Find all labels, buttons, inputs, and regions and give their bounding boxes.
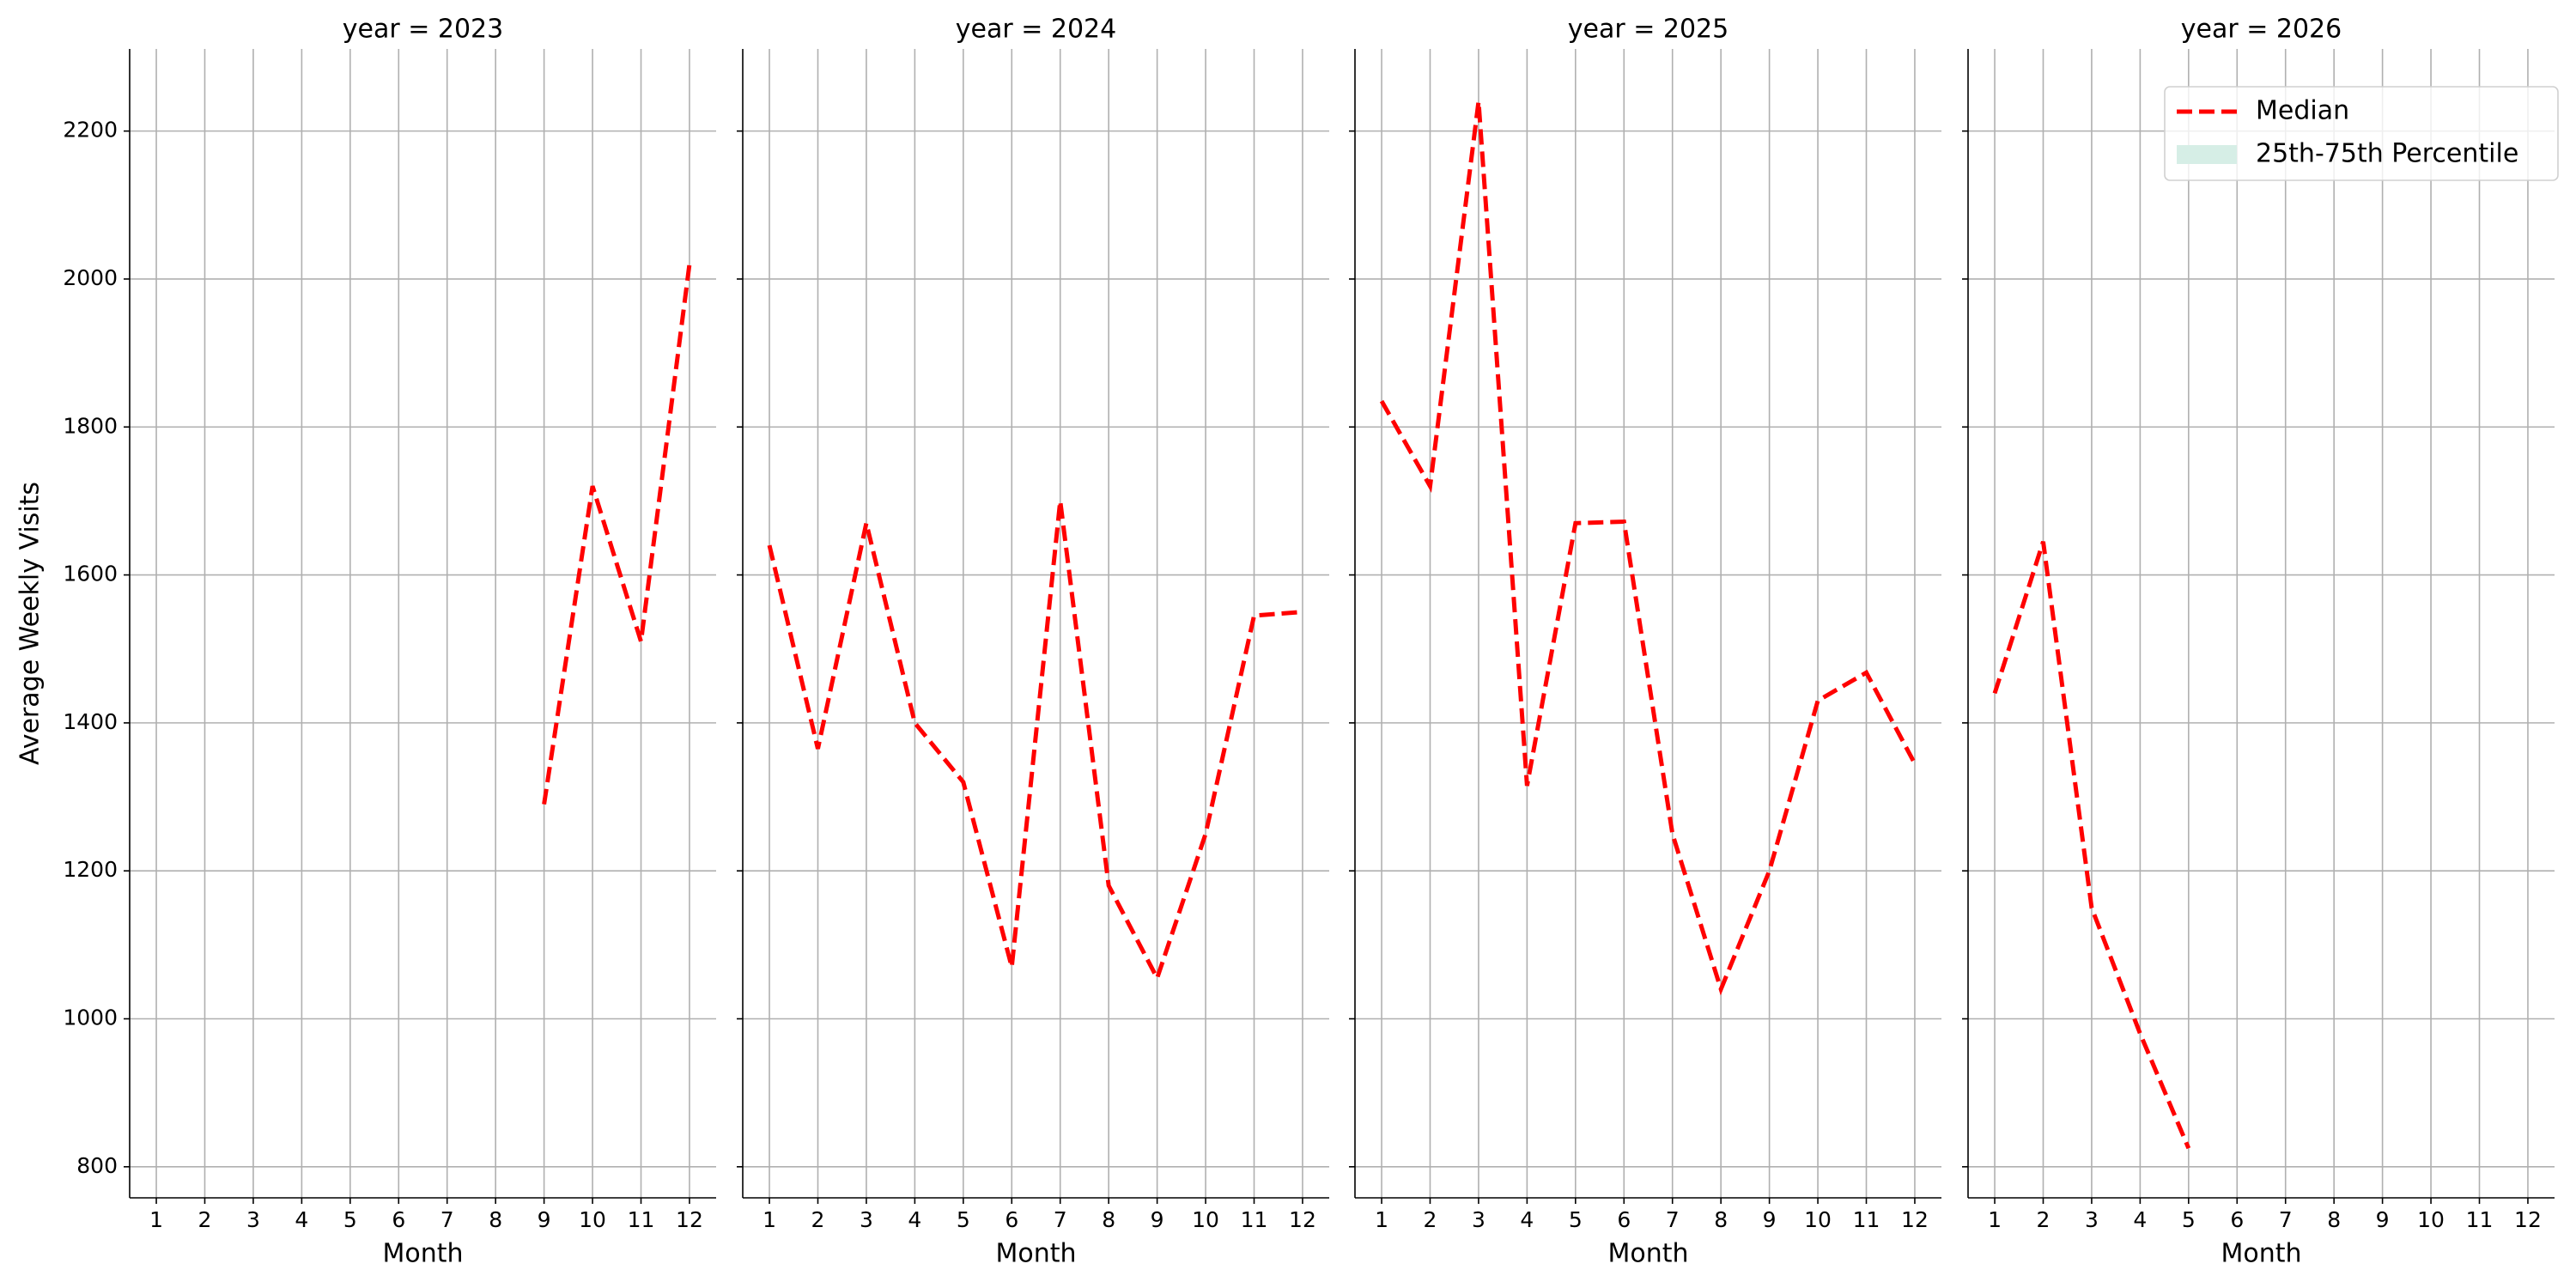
x-tick-label: 3 <box>860 1207 873 1232</box>
median-line <box>1379 100 1917 996</box>
x-tick-label: 7 <box>2279 1207 2293 1232</box>
x-tick-label: 11 <box>1241 1207 1268 1232</box>
x-tick-label: 10 <box>579 1207 606 1232</box>
x-tick-label: 4 <box>1520 1207 1534 1232</box>
x-tick-label: 3 <box>246 1207 260 1232</box>
legend-label: 25th-75th Percentile <box>2256 139 2518 169</box>
panel-title: year = 2024 <box>956 15 1117 45</box>
x-tick-label: 12 <box>1901 1207 1929 1232</box>
x-tick-label: 2 <box>198 1207 212 1232</box>
x-axis-label: Month <box>1607 1239 1688 1269</box>
x-tick-label: 5 <box>2182 1207 2196 1232</box>
panel-title: year = 2025 <box>1568 15 1729 45</box>
median-line <box>767 501 1303 984</box>
y-axis-label: Average Weekly Visits <box>15 482 46 765</box>
x-axis-label: Month <box>2221 1239 2301 1269</box>
x-tick-label: 7 <box>1054 1207 1067 1232</box>
x-tick-label: 9 <box>1763 1207 1777 1232</box>
x-tick-label: 5 <box>1569 1207 1583 1232</box>
y-tick-label: 1200 <box>63 857 118 882</box>
x-tick-label: 2 <box>811 1207 825 1232</box>
legend-swatch <box>2177 145 2237 164</box>
x-tick-label: 4 <box>2133 1207 2147 1232</box>
x-axis-label: Month <box>382 1239 463 1269</box>
x-tick-label: 10 <box>2417 1207 2445 1232</box>
y-tick-label: 1800 <box>63 413 118 438</box>
x-tick-label: 11 <box>2466 1207 2494 1232</box>
legend-box <box>2164 86 2559 181</box>
x-tick-label: 4 <box>908 1207 921 1232</box>
x-tick-label: 10 <box>1804 1207 1832 1232</box>
x-tick-label: 3 <box>2085 1207 2099 1232</box>
y-tick-label: 1600 <box>63 562 118 586</box>
x-tick-label: 9 <box>2376 1207 2390 1232</box>
y-tick-label: 1400 <box>63 709 118 734</box>
x-tick-label: 9 <box>538 1207 551 1232</box>
panel-title: year = 2023 <box>343 15 504 45</box>
x-tick-label: 6 <box>1617 1207 1631 1232</box>
x-tick-label: 6 <box>1005 1207 1018 1232</box>
x-tick-label: 2 <box>1424 1207 1437 1232</box>
x-tick-label: 1 <box>1988 1207 2002 1232</box>
x-tick-label: 8 <box>489 1207 502 1232</box>
x-tick-label: 6 <box>2230 1207 2244 1232</box>
y-tick-label: 800 <box>76 1153 118 1178</box>
x-tick-label: 12 <box>676 1207 703 1232</box>
x-tick-label: 1 <box>762 1207 776 1232</box>
x-tick-label: 2 <box>2037 1207 2050 1232</box>
y-tick-label: 2200 <box>63 118 118 143</box>
y-tick-label: 2000 <box>63 265 118 290</box>
x-tick-label: 3 <box>1472 1207 1485 1232</box>
median-line <box>542 264 692 805</box>
x-tick-label: 5 <box>957 1207 970 1232</box>
legend-label: Median <box>2256 96 2349 126</box>
x-tick-label: 5 <box>343 1207 357 1232</box>
x-tick-label: 9 <box>1151 1207 1164 1232</box>
x-tick-label: 6 <box>392 1207 405 1232</box>
x-tick-label: 12 <box>2514 1207 2542 1232</box>
x-tick-label: 7 <box>440 1207 454 1232</box>
median-line <box>1992 541 2191 1150</box>
x-tick-label: 4 <box>295 1207 308 1232</box>
x-tick-label: 1 <box>1375 1207 1388 1232</box>
x-tick-label: 7 <box>1666 1207 1680 1232</box>
x-tick-label: 8 <box>1102 1207 1115 1232</box>
panel-title: year = 2026 <box>2181 15 2342 45</box>
x-axis-label: Month <box>995 1239 1076 1269</box>
x-tick-label: 8 <box>1714 1207 1728 1232</box>
y-tick-label: 1000 <box>63 1005 118 1030</box>
x-tick-label: 11 <box>1853 1207 1880 1232</box>
x-tick-label: 1 <box>149 1207 163 1232</box>
x-tick-label: 8 <box>2327 1207 2341 1232</box>
x-tick-label: 12 <box>1289 1207 1316 1232</box>
x-tick-label: 10 <box>1192 1207 1219 1232</box>
x-tick-label: 11 <box>628 1207 655 1232</box>
